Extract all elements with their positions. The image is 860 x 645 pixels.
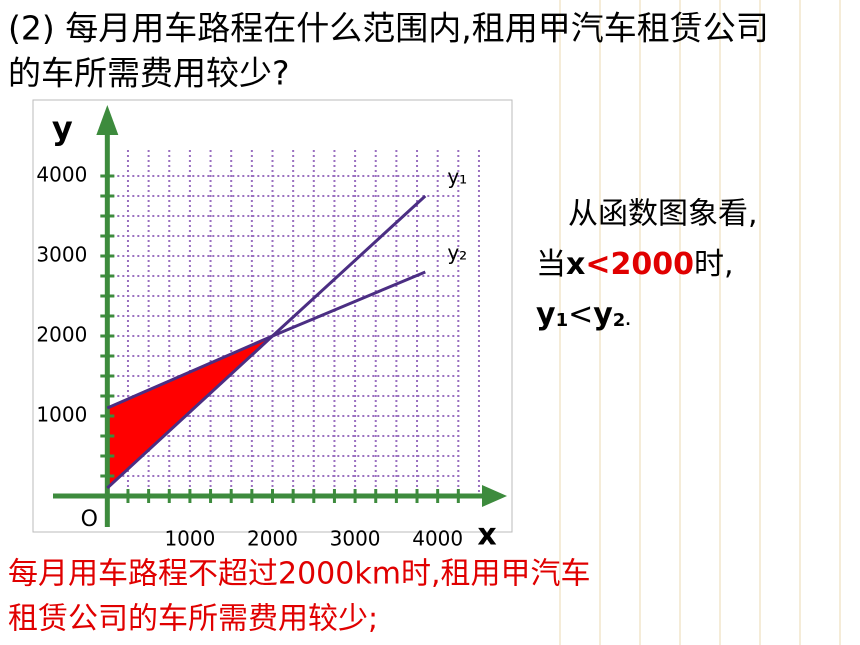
- question: (2) 每月用车路程在什么范围内,租用甲汽车租赁公司: [8, 9, 769, 48]
- text: x: [566, 247, 585, 282]
- text: y: [593, 297, 613, 332]
- x-tick-label: 2000: [247, 527, 298, 551]
- y-axis-label: y: [52, 109, 73, 147]
- x-tick-label: 3000: [330, 527, 381, 551]
- series-line: [106, 270, 426, 410]
- series-label: y₁: [447, 165, 467, 189]
- x-tick-label: 4000: [412, 527, 463, 551]
- y-tick-label: 4000: [36, 163, 87, 187]
- stripes: [559, 0, 841, 645]
- question: 的车所需费用较少?: [8, 54, 290, 93]
- series-line: [106, 194, 427, 490]
- observation: y1<y2.: [536, 297, 631, 332]
- text: 1: [556, 310, 569, 331]
- series-label: y₂: [447, 241, 467, 265]
- text: y: [536, 297, 556, 332]
- y-axis-arrow: [96, 105, 119, 135]
- conclusion: 租赁公司的车所需费用较少;: [8, 602, 378, 637]
- text: 时,: [694, 247, 734, 282]
- observation: 当x<2000时,: [536, 247, 734, 282]
- x-tick-label: 1000: [164, 527, 215, 551]
- text: 当: [536, 247, 566, 282]
- origin-label: O: [81, 507, 98, 532]
- y-tick-label: 2000: [36, 323, 87, 347]
- text: <2000: [585, 247, 694, 282]
- y-tick-label: 3000: [36, 243, 87, 267]
- text: 2: [613, 310, 626, 331]
- plot-frame: [32, 99, 513, 533]
- x-axis-arrow: [482, 485, 507, 507]
- text: .: [625, 313, 630, 329]
- conclusion: 每月用车路程不超过2000km时,租用甲汽车: [8, 557, 590, 592]
- observation: 从函数图象看,: [568, 197, 758, 232]
- y-tick-label: 1000: [36, 403, 87, 427]
- text: <: [568, 297, 593, 332]
- x-axis-label: x: [477, 518, 496, 553]
